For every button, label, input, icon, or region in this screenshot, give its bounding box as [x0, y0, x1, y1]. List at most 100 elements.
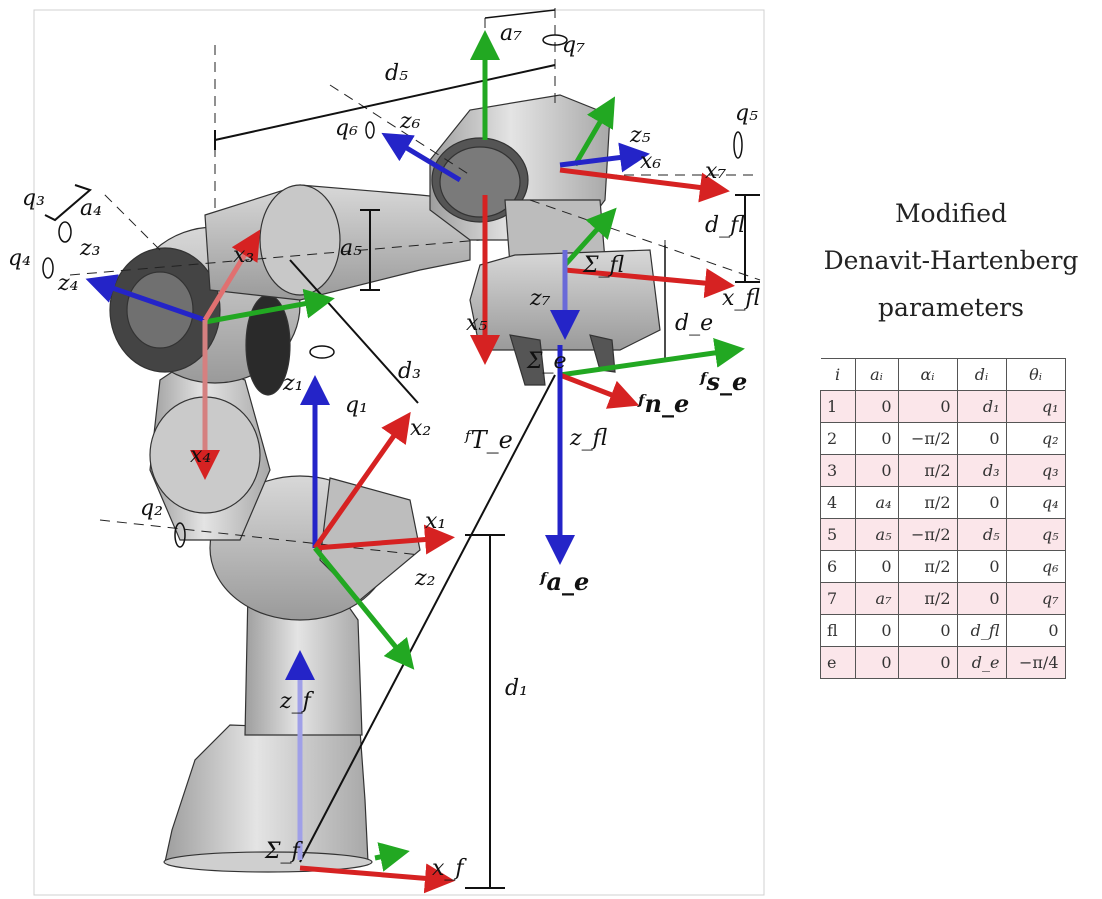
yf-axis	[374, 842, 410, 872]
table-row: 1 0 0 d₁ q₁	[820, 390, 1066, 423]
label-z7: z₇	[529, 286, 551, 311]
n-e-axis	[559, 372, 640, 409]
table-row: 3 0 π/2 d₃ q₃	[820, 454, 1066, 487]
label-z5: z₅	[629, 123, 651, 148]
header-a: aᵢ	[854, 358, 899, 391]
cell-theta: 0	[1005, 614, 1066, 647]
caption-line-1: Modified	[894, 199, 1008, 228]
cell-theta: q₃	[1005, 454, 1066, 487]
xfl-axis	[564, 267, 735, 299]
label-xfl: x_fl	[722, 286, 760, 311]
label-a4: a₄	[80, 196, 102, 221]
label-z6: z₆	[399, 109, 421, 134]
table-row: 2 0 −π/2 0 q₂	[820, 422, 1066, 455]
header-i: i	[820, 358, 856, 391]
label-x6: x₆	[640, 149, 661, 174]
yfl-axis	[563, 207, 617, 267]
label-z3: z₃	[79, 236, 100, 261]
caption-line-2: Denavit-Hartenberg	[823, 246, 1079, 275]
cell-d: d₁	[956, 390, 1007, 423]
y4-axis	[204, 288, 335, 325]
y2-axis	[313, 546, 415, 670]
cell-theta: q₆	[1005, 550, 1066, 583]
cell-i: 6	[820, 550, 856, 583]
table-body: 1 0 0 d₁ q₁ 2 0 −π/2 0 q₂ 3 0 π/2 d₃ q₃ 4 a₄ π/2 0 q₄ 5 a₅ −π/…	[820, 390, 1066, 679]
label-q3: q₃	[22, 186, 45, 211]
label-x5: x₅	[466, 311, 487, 336]
frame-axes	[85, 30, 745, 894]
cell-d: d₅	[956, 518, 1007, 551]
axis-labels: a₇ q₇ d₅ q₅ q₆ z₆ z₅ x₆ x₇ q₃ a₄ z₃ q₄ z…	[8, 21, 760, 881]
robot-body	[109, 94, 661, 873]
cell-d: 0	[956, 550, 1007, 583]
dimension-lines	[44, 9, 760, 889]
cell-a: 0	[854, 550, 899, 583]
cell-d: d_e	[956, 646, 1007, 679]
label-zfl: z_fl	[569, 426, 608, 451]
label-sigma-f: Σ_f	[264, 839, 304, 864]
cell-i: 3	[820, 454, 856, 487]
label-de: d_e	[675, 311, 713, 336]
x7-axis	[559, 167, 730, 203]
table-row: 4 a₄ π/2 0 q₄	[820, 486, 1066, 519]
label-d1: d₁	[505, 676, 528, 701]
header-theta: θᵢ	[1005, 358, 1066, 391]
label-fse: ᶠs_e	[699, 367, 747, 396]
table-row: e 0 0 d_e −π/4	[820, 646, 1066, 679]
label-zf: z_f	[279, 689, 315, 714]
cell-a: 0	[854, 614, 899, 647]
x3-axis	[202, 229, 261, 322]
label-a5: a₅	[340, 236, 362, 261]
figure-border	[33, 9, 765, 896]
s-e-axis	[559, 337, 745, 378]
label-q5: q₅	[735, 101, 758, 126]
cell-a: a₄	[854, 486, 899, 519]
label-x7: x₇	[705, 159, 726, 184]
table-row: 6 0 π/2 0 q₆	[820, 550, 1066, 583]
label-x4: x₄	[190, 443, 211, 468]
label-q1: q₁	[345, 393, 368, 418]
label-fae: ᶠa_e	[539, 567, 589, 596]
label-fTe: ᶠT_e	[464, 426, 513, 454]
cell-alpha: 0	[897, 390, 958, 423]
cell-theta: −π/4	[1005, 646, 1066, 679]
label-a7: a₇	[500, 21, 522, 46]
header-d: dᵢ	[956, 358, 1007, 391]
cell-i: 5	[820, 518, 856, 551]
cell-theta: q₁	[1005, 390, 1066, 423]
cell-d: d₃	[956, 454, 1007, 487]
label-z4: z₄	[57, 271, 78, 296]
cell-alpha: 0	[897, 646, 958, 679]
rotation-arrows	[42, 34, 743, 548]
cell-i: 7	[820, 582, 856, 615]
z6-axis	[381, 132, 462, 183]
cell-a: a₇	[854, 582, 899, 615]
label-d5: d₅	[385, 61, 408, 86]
cell-theta: q₂	[1005, 422, 1066, 455]
cell-theta: q₇	[1005, 582, 1066, 615]
table-header-row: i aᵢ αᵢ dᵢ θᵢ	[820, 358, 1066, 391]
table-row: fl 0 0 d_fl 0	[820, 614, 1066, 647]
cell-a: 0	[854, 454, 899, 487]
cell-i: 1	[820, 390, 856, 423]
table-row: 7 a₇ π/2 0 q₇	[820, 582, 1066, 615]
x2-axis	[312, 411, 411, 550]
label-x3: x₃	[233, 243, 254, 268]
label-q4: q₄	[8, 246, 31, 271]
cell-alpha: 0	[897, 614, 958, 647]
cell-alpha: π/2	[897, 582, 958, 615]
z5-axis	[559, 142, 650, 173]
cell-theta: q₄	[1005, 486, 1066, 519]
cell-alpha: −π/2	[897, 518, 958, 551]
cell-i: 2	[820, 422, 856, 455]
cell-a: 0	[854, 646, 899, 679]
robot-kinematics-diagram: a₇ q₇ d₅ q₅ q₆ z₆ z₅ x₆ x₇ q₃ a₄ z₃ q₄ z…	[8, 8, 765, 896]
x1-axis	[314, 524, 455, 555]
label-q2: q₂	[140, 496, 163, 521]
cell-d: 0	[956, 582, 1007, 615]
label-sigma-fl: Σ_fl	[582, 253, 625, 278]
cell-a: 0	[854, 422, 899, 455]
dh-parameter-table: i aᵢ αᵢ dᵢ θᵢ 1 0 0 d₁ q₁ 2 0 −π/2 0 q₂ 3 0 π/2 d₃ q₃ 4…	[820, 358, 1066, 679]
cell-alpha: π/2	[897, 486, 958, 519]
